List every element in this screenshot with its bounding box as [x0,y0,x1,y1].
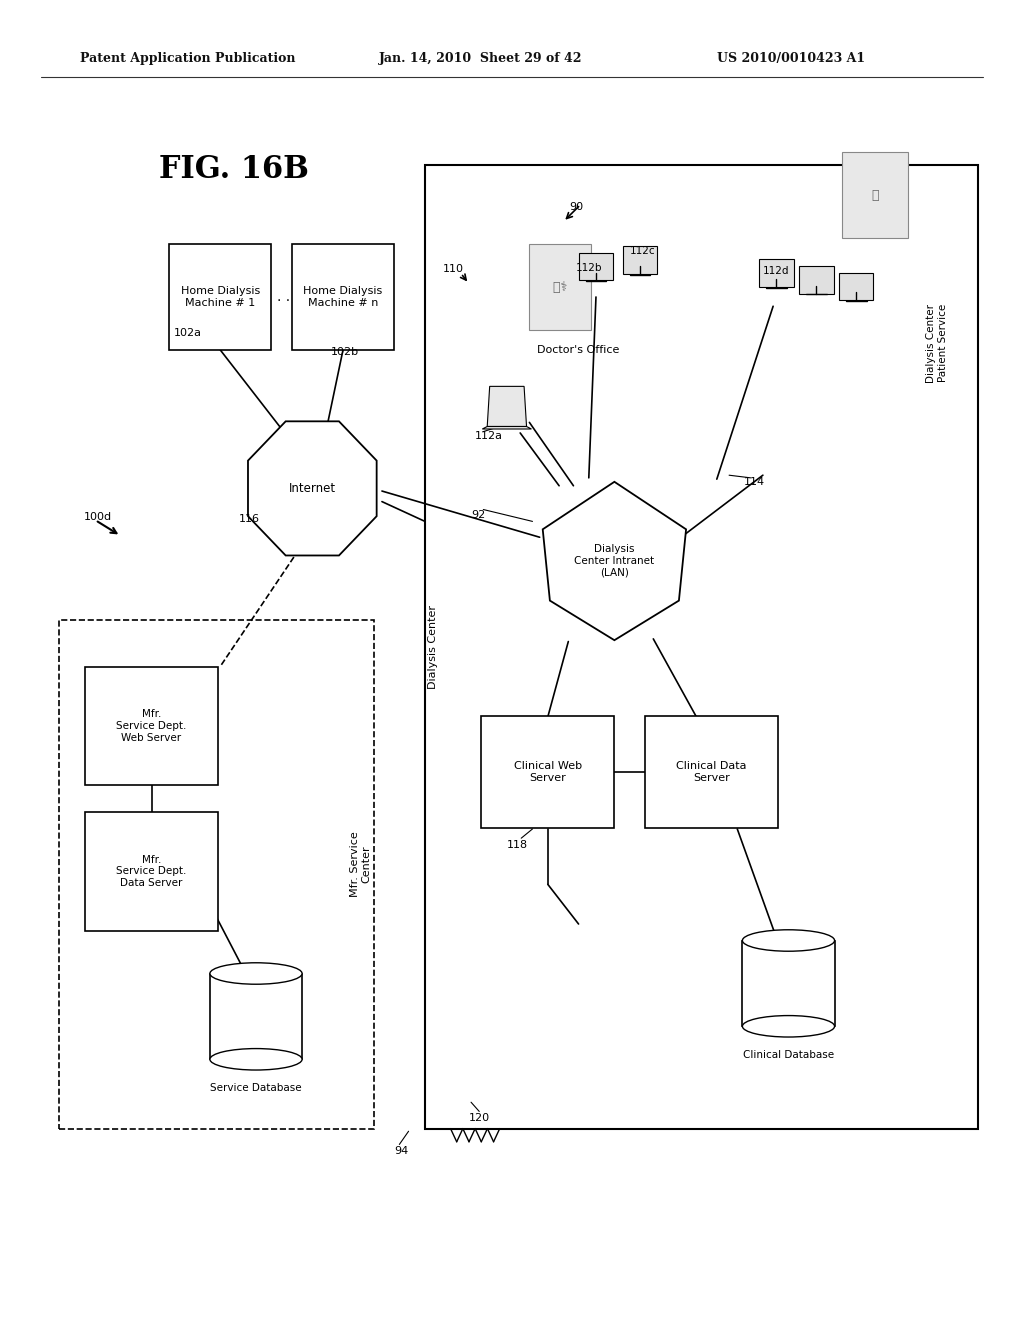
Text: 🧑: 🧑 [871,189,880,202]
Text: Service Database: Service Database [210,1084,302,1093]
Text: US 2010/0010423 A1: US 2010/0010423 A1 [717,51,865,65]
Text: Dialysis Center: Dialysis Center [428,605,438,689]
FancyBboxPatch shape [529,244,591,330]
Text: Doctor's Office: Doctor's Office [538,345,620,355]
Text: 90: 90 [569,202,584,213]
Ellipse shape [742,1015,835,1038]
Text: 100d: 100d [84,512,112,523]
Text: Mfr.
Service Dept.
Web Server: Mfr. Service Dept. Web Server [117,709,186,743]
FancyBboxPatch shape [842,152,908,238]
Text: Mfr. Service
Center: Mfr. Service Center [349,832,372,898]
FancyBboxPatch shape [645,715,778,829]
Ellipse shape [742,929,835,952]
Polygon shape [248,421,377,556]
Text: FIG. 16B: FIG. 16B [159,154,308,185]
Polygon shape [482,426,531,429]
Text: Internet: Internet [289,482,336,495]
Text: 110: 110 [443,264,464,275]
FancyBboxPatch shape [169,244,271,350]
Text: 112a: 112a [475,430,503,441]
Text: 112c: 112c [630,246,656,256]
Text: Clinical Web
Server: Clinical Web Server [514,762,582,783]
Text: 118: 118 [507,840,527,850]
Text: Clinical Database: Clinical Database [743,1051,834,1060]
FancyBboxPatch shape [59,620,374,1129]
FancyBboxPatch shape [85,812,218,931]
FancyBboxPatch shape [425,165,978,1129]
Text: 92: 92 [471,510,485,520]
Text: Home Dialysis
Machine # n: Home Dialysis Machine # n [303,286,383,308]
Text: 94: 94 [394,1146,409,1156]
Text: Home Dialysis
Machine # 1: Home Dialysis Machine # 1 [180,286,260,308]
Text: 102a: 102a [173,327,202,338]
FancyBboxPatch shape [292,244,394,350]
FancyBboxPatch shape [759,259,794,286]
Text: 116: 116 [239,513,259,524]
Text: 112d: 112d [763,265,790,276]
Text: . .: . . [278,290,290,304]
FancyBboxPatch shape [799,265,834,293]
FancyBboxPatch shape [623,246,657,273]
FancyBboxPatch shape [210,974,302,1059]
Text: 👨‍⚕️: 👨‍⚕️ [553,281,567,294]
FancyBboxPatch shape [742,940,835,1027]
Polygon shape [543,482,686,640]
Text: 102b: 102b [331,347,359,358]
Text: 120: 120 [469,1113,489,1123]
Text: Clinical Data
Server: Clinical Data Server [677,762,746,783]
Text: 114: 114 [743,477,765,487]
FancyBboxPatch shape [839,272,873,300]
Text: Patent Application Publication: Patent Application Publication [80,51,295,65]
Ellipse shape [210,1048,302,1071]
FancyBboxPatch shape [579,252,613,280]
Polygon shape [487,387,526,426]
FancyBboxPatch shape [481,715,614,829]
FancyBboxPatch shape [85,667,218,785]
Text: 112b: 112b [575,263,602,273]
Text: Jan. 14, 2010  Sheet 29 of 42: Jan. 14, 2010 Sheet 29 of 42 [379,51,583,65]
Text: Dialysis Center
Patient Service: Dialysis Center Patient Service [926,304,948,383]
Text: Dialysis
Center Intranet
(LAN): Dialysis Center Intranet (LAN) [574,544,654,578]
Ellipse shape [210,962,302,985]
Text: Mfr.
Service Dept.
Data Server: Mfr. Service Dept. Data Server [117,854,186,888]
